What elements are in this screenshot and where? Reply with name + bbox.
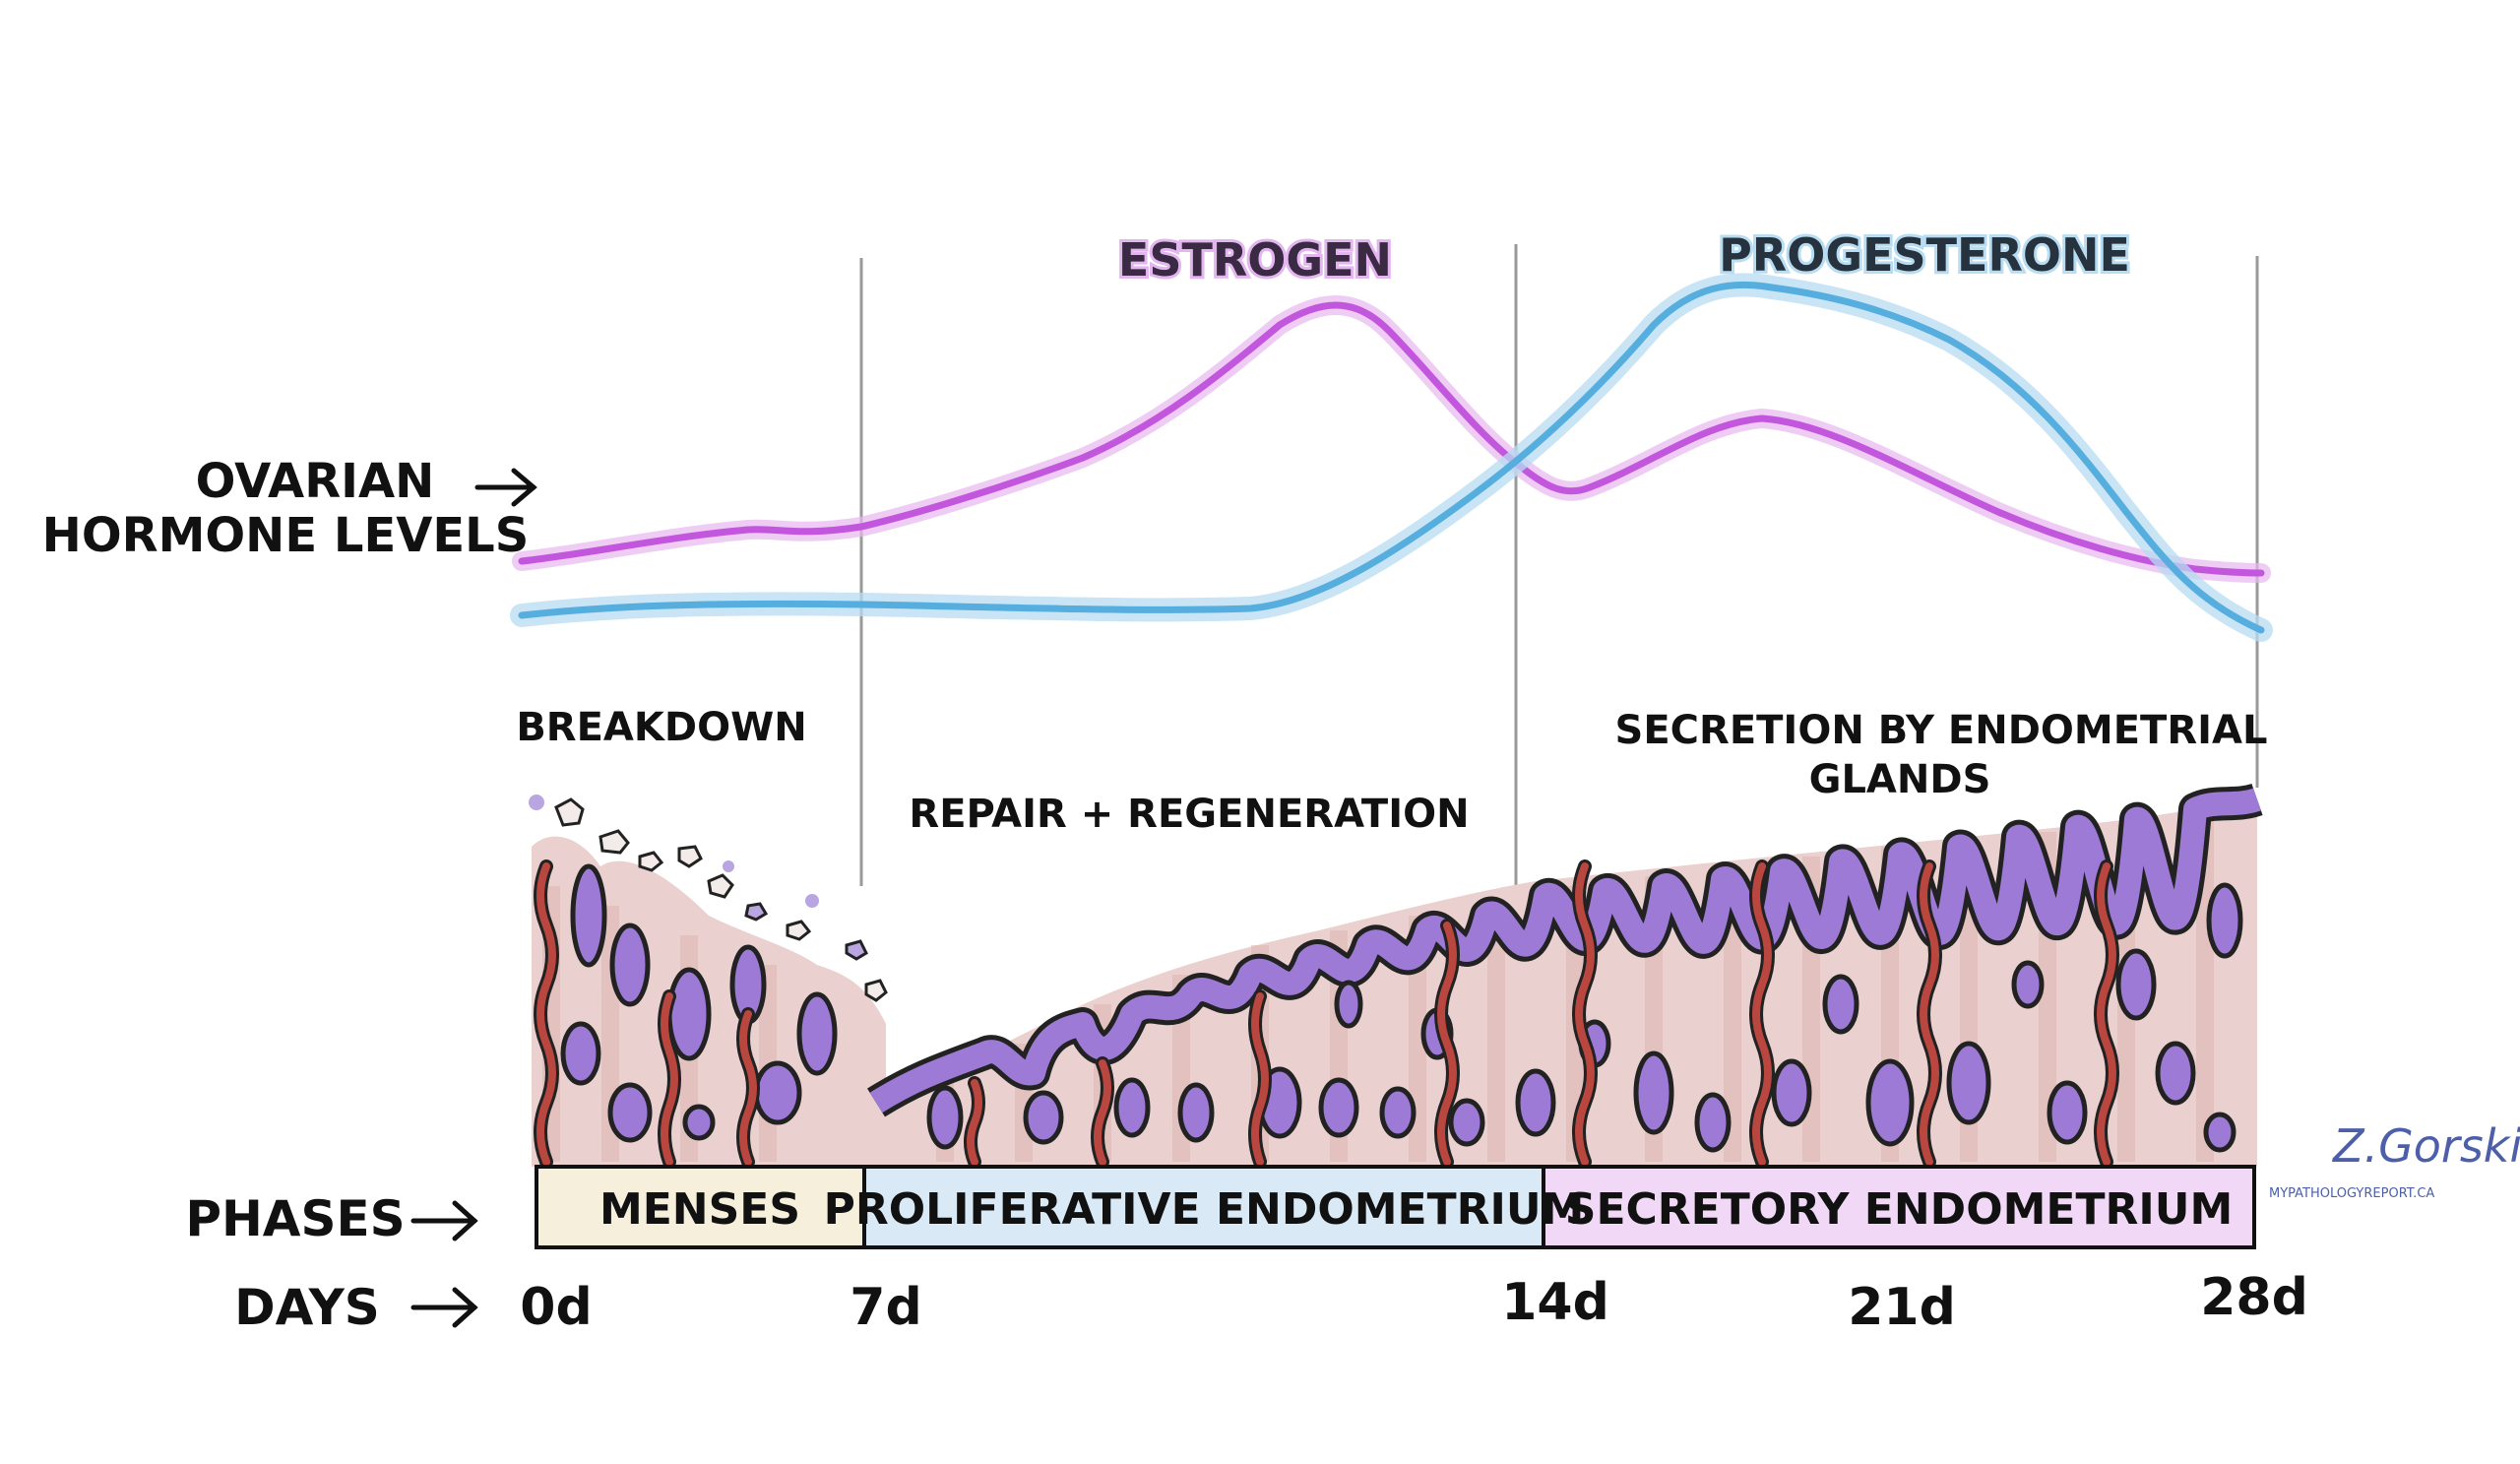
phases-row-label: PHASES xyxy=(185,1190,405,1247)
endometrium-illustration xyxy=(529,783,2263,1169)
ovarian-label-line2: HORMONE LEVELS xyxy=(42,508,530,563)
days-arrow-icon xyxy=(410,1287,478,1328)
signature-site: MYPATHOLOGYREPORT.CA xyxy=(2269,1186,2434,1201)
signature-name: Z.Gorski xyxy=(2331,1119,2520,1173)
secretory-glands xyxy=(1515,882,2243,1153)
day-0: 0d xyxy=(520,1278,592,1337)
days-row-label: DAYS xyxy=(234,1279,380,1336)
spiral-arteries-fill xyxy=(536,862,2116,1166)
repair-label: REPAIR + REGENERATION xyxy=(909,792,1469,837)
breakdown-label: BREAKDOWN xyxy=(516,705,806,750)
phase-menses-label: MENSES xyxy=(599,1184,800,1235)
phase-secretory-box xyxy=(1542,1165,2256,1249)
phase-proliferative-label: PROLIFERATIVE ENDOMETRIUM xyxy=(824,1184,1585,1235)
estrogen-label: ESTROGEN xyxy=(1118,233,1392,286)
secretion-label-line1: SECRETION BY ENDOMETRIAL xyxy=(1615,708,2268,753)
day-markers: 0d 7d 14d 21d 28d xyxy=(520,1268,2308,1337)
progesterone-label: PROGESTERONE xyxy=(1719,228,2130,282)
day-21: 21d xyxy=(1848,1278,1956,1337)
day-28: 28d xyxy=(2200,1268,2308,1327)
phases-arrow-icon xyxy=(410,1200,478,1241)
day-7: 7d xyxy=(850,1278,921,1337)
ovarian-label-line1: OVARIAN xyxy=(196,454,435,509)
day-14: 14d xyxy=(1501,1273,1609,1332)
phase-proliferative-box xyxy=(862,1165,1545,1249)
menses-glands xyxy=(560,863,838,1143)
phase-divider-lines xyxy=(859,244,2259,886)
ovarian-arrow-icon xyxy=(474,468,537,507)
secretion-label-line2: GLANDS xyxy=(1809,757,1991,802)
phase-secretory-label: SECRETORY ENDOMETRIUM xyxy=(1565,1184,2233,1235)
progesterone-curve xyxy=(518,281,2265,634)
hormone-curves xyxy=(510,273,2273,642)
surface-epithelium-fill xyxy=(869,788,2261,1114)
phases-bar: MENSES PROLIFERATIVE ENDOMETRIUM SECRETO… xyxy=(535,1165,2256,1249)
phase-menses-box xyxy=(535,1165,866,1249)
estrogen-curve xyxy=(518,301,2265,577)
breakdown-fragments xyxy=(529,795,888,1002)
